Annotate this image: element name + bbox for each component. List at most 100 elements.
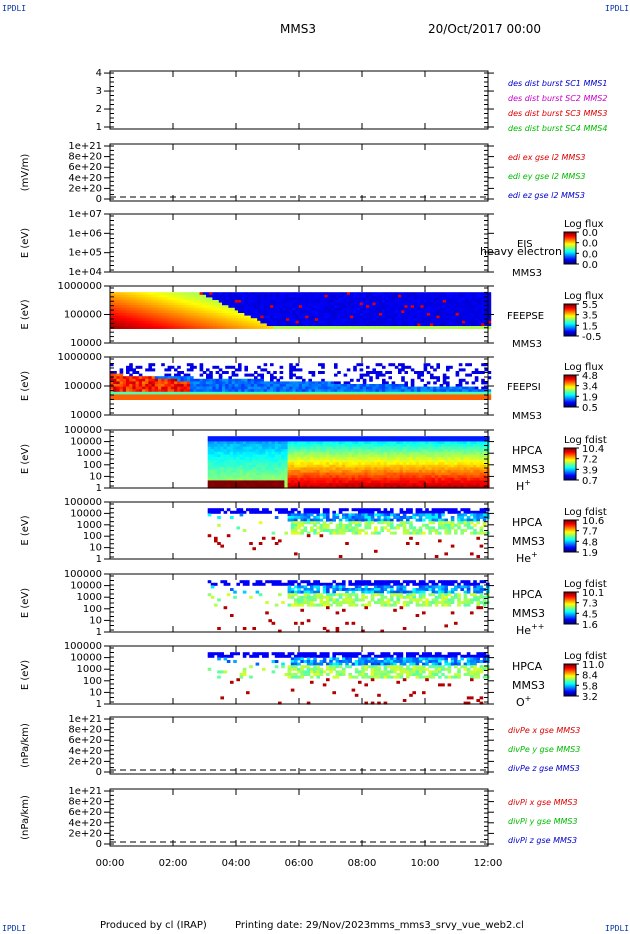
heatmap-cell	[318, 389, 322, 393]
heatmap-cell	[231, 391, 236, 395]
heatmap-cell	[234, 326, 239, 329]
heatmap-cell	[362, 313, 367, 316]
heatmap-cell	[116, 294, 120, 298]
heatmap-cell	[292, 313, 296, 316]
heatmap-cell	[306, 472, 311, 476]
heatmap-cell	[454, 449, 458, 453]
heatmap-cell	[385, 305, 389, 309]
heatmap-cell	[158, 378, 162, 382]
heatmap-cell	[487, 297, 492, 301]
heatmap-cell	[314, 313, 319, 316]
heatmap-cell	[388, 323, 392, 327]
heatmap-cell	[420, 292, 424, 296]
heatmap-cell	[409, 464, 413, 468]
heatmap-cell	[326, 446, 330, 450]
heatmap-cell	[266, 294, 271, 298]
heatmap-cell	[350, 297, 354, 301]
heatmap-cell	[342, 477, 346, 481]
heatmap-cell	[487, 394, 492, 398]
heatmap-cell	[473, 446, 477, 450]
heatmap-cell	[154, 384, 159, 387]
heatmap-cell	[449, 310, 453, 314]
heatmap-cell	[441, 438, 445, 442]
heatmap-cell	[375, 320, 380, 324]
heatmap-cell	[337, 315, 341, 319]
heatmap-cell	[310, 485, 314, 489]
heatmap-cell	[404, 371, 408, 374]
heatmap-cell	[158, 297, 162, 301]
heatmap-cell	[209, 315, 213, 319]
heatmap-cell	[287, 467, 292, 471]
heatmap-cell	[234, 310, 239, 314]
heatmap-cell	[370, 464, 375, 468]
heatmap-cell	[426, 294, 431, 298]
heatmap-cell	[223, 475, 228, 479]
heatmap-cell	[265, 475, 269, 479]
heatmap-cell	[463, 485, 468, 489]
heatmap-cell	[452, 307, 456, 311]
heatmap-cell	[402, 472, 407, 476]
heatmap-cell	[439, 391, 444, 395]
heatmap-cell	[151, 376, 156, 380]
heatmap-cell	[404, 365, 408, 369]
heatmap-cell	[455, 394, 460, 398]
heatmap-cell	[346, 315, 351, 319]
heatmap-cell	[338, 441, 343, 445]
heatmap-cell	[417, 397, 421, 400]
heatmap-cell	[290, 475, 295, 479]
heatmap-cell	[393, 454, 397, 458]
heatmap-cell	[319, 477, 324, 481]
heatmap-cell	[217, 480, 221, 484]
heatmap-cell	[258, 446, 263, 450]
heatmap-cell	[410, 305, 415, 309]
heatmap-cell	[318, 315, 322, 319]
heatmap-cell	[324, 381, 328, 385]
heatmap-cell	[375, 305, 380, 309]
heatmap-cell	[170, 394, 175, 398]
heatmap-cell	[241, 394, 245, 398]
heatmap-cell	[295, 302, 300, 306]
heatmap-cell	[409, 441, 413, 445]
colorbar-swatch	[564, 260, 576, 262]
colorbar-swatch	[564, 391, 576, 393]
heatmap-cell	[386, 459, 391, 463]
heatmap-cell	[154, 386, 159, 390]
heatmap-cell	[417, 310, 421, 314]
colorbar-swatch	[564, 325, 576, 327]
heatmap-cell	[215, 313, 220, 316]
heatmap-cell	[289, 310, 293, 314]
y-tick-label: 3	[96, 86, 102, 97]
heatmap-cell	[465, 297, 469, 301]
heatmap-cell	[313, 464, 317, 468]
heatmap-cell	[295, 318, 300, 322]
heatmap-cell	[442, 318, 447, 322]
heatmap-cell	[422, 480, 426, 484]
heatmap-cell	[310, 438, 314, 442]
heatmap-cell	[164, 320, 168, 324]
heatmap-cell	[455, 318, 460, 322]
heatmap-cell	[177, 386, 181, 390]
heatmap-cell	[346, 381, 351, 385]
heatmap-cell	[415, 485, 420, 489]
heatmap-cell	[119, 307, 124, 311]
heatmap-cell	[246, 436, 250, 440]
heatmap-cell	[439, 307, 444, 311]
heatmap-cell	[292, 300, 296, 303]
heatmap-cell	[470, 449, 474, 453]
heatmap-cell	[319, 449, 324, 453]
heatmap-cell	[337, 305, 341, 309]
heatmap-cell	[225, 307, 229, 311]
heatmap-cell	[258, 475, 263, 479]
heatmap-cell	[289, 315, 293, 319]
heatmap-cell	[242, 459, 247, 463]
heatmap-cell	[180, 294, 184, 298]
heatmap-cell	[110, 376, 114, 380]
heatmap-cell	[310, 470, 314, 473]
heatmap-cell	[401, 292, 405, 296]
heatmap-cell	[233, 472, 237, 476]
heatmap-cell	[342, 470, 346, 473]
heatmap-cell	[398, 310, 402, 314]
heatmap-cell	[281, 449, 285, 453]
heatmap-cell	[270, 300, 274, 303]
heatmap-cell	[399, 464, 404, 468]
